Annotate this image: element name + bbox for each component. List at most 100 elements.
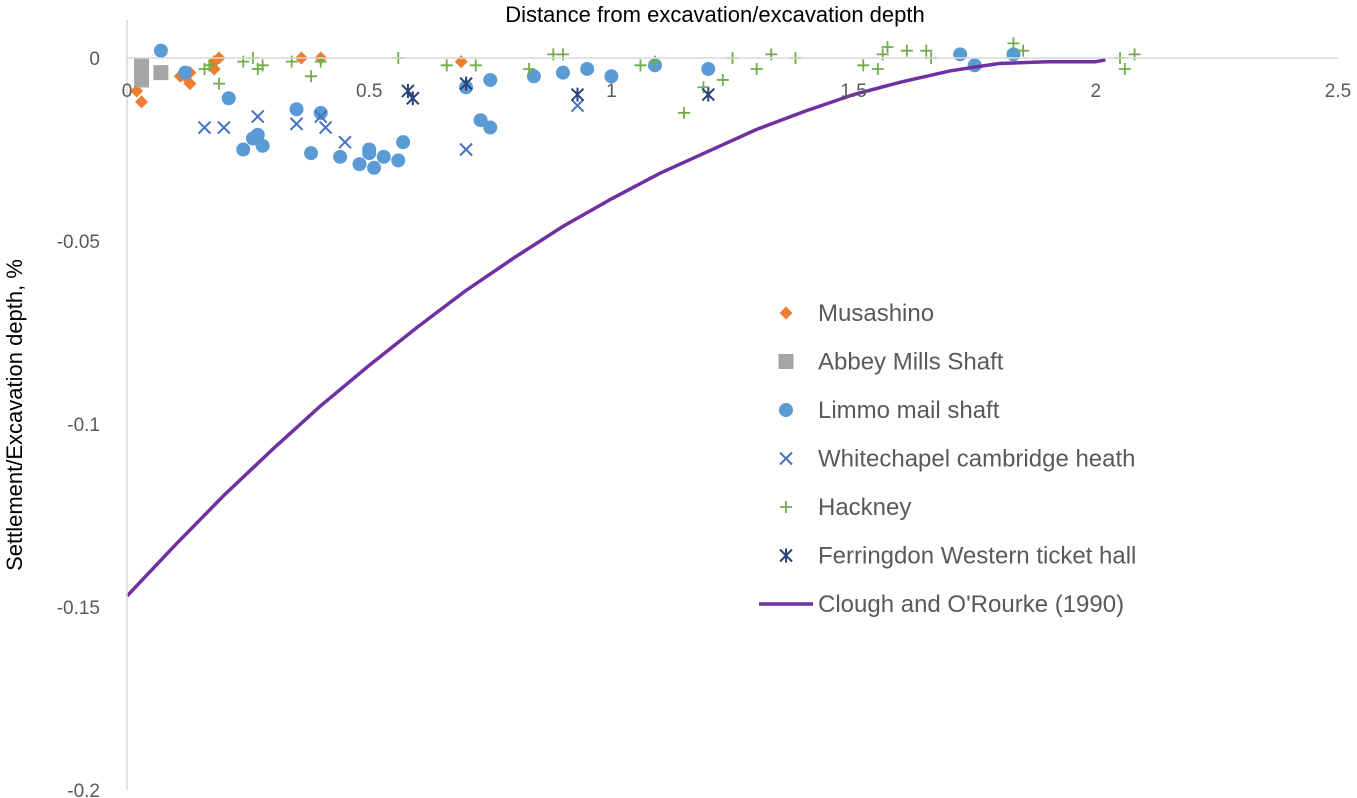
axes: 0 0.5 1 1.5 2 2.5 0 -0.05 -0.1 -0.15 -0.2 [57,20,1352,798]
legend-item: Ferringdon Western ticket hall [779,543,1136,570]
series-line [125,58,1106,598]
legend-swatch [779,451,793,466]
data-point [213,77,226,90]
data-point [130,84,144,98]
data-point [314,109,328,124]
legend-swatch [779,306,793,320]
data-point [580,61,595,76]
data-point [333,149,348,164]
data-point [153,65,169,81]
data-point [900,44,913,57]
y-tick-label: -0.15 [57,598,100,619]
series-2 [153,43,1021,175]
legend-item: Musashino [779,300,934,327]
data-point [221,91,236,106]
data-point [1007,37,1020,50]
data-point [391,153,406,168]
data-point [153,43,168,58]
data-point [716,73,729,86]
data-point [750,62,763,75]
legend-swatch [779,548,793,563]
series-5 [401,76,715,106]
series-6 [125,58,1106,598]
data-point [256,59,269,72]
legend-label: Abbey Mills Shaft [818,349,1004,376]
data-point [318,120,333,135]
y-tick-label: 0 [89,49,100,70]
data-point [376,149,391,164]
data-point [440,59,453,72]
data-point [555,65,570,80]
y-tick-labels: 0 -0.05 -0.1 -0.15 -0.2 [57,49,100,798]
series-3 [197,98,585,157]
legend-label: Musashino [818,300,934,327]
data-point [135,95,149,109]
data-point [483,120,498,135]
data-point [352,157,367,172]
data-point [134,72,150,88]
x-tick-label: 1 [606,81,617,102]
x-tick-label: 1.5 [840,81,866,102]
data-point [523,62,536,75]
x-tick-labels: 0 0.5 1 1.5 2 2.5 [122,81,1352,102]
y-tick-label: -0.05 [57,232,100,253]
legend-label: Ferringdon Western ticket hall [818,543,1136,570]
data-point [526,69,541,84]
data-point [203,59,216,72]
x-tick-label: 2.5 [1325,81,1351,102]
legend-item: Abbey Mills Shaft [778,349,1004,376]
data-marks [125,37,1141,598]
data-point [1118,62,1131,75]
series-1 [134,57,169,88]
y-tick-label: -0.2 [67,781,100,798]
data-point [305,70,318,83]
data-point [697,81,710,94]
data-point [469,59,482,72]
data-point [338,135,352,149]
legend-item: Clough and O'Rourke (1990) [759,591,1124,618]
data-point [701,61,716,76]
data-point [178,65,193,80]
data-point [406,91,420,106]
legend-swatch [778,354,794,369]
data-point [678,106,691,119]
data-point [1006,47,1021,62]
data-point [473,113,488,128]
data-point [251,109,265,124]
legend-item: Whitechapel cambridge heath [779,446,1136,473]
data-point [634,59,647,72]
x-axis-title: Distance from excavation/excavation dept… [505,2,924,27]
legend-swatch [779,403,793,417]
data-point [570,98,585,113]
data-point [236,142,251,157]
data-point [459,142,473,157]
data-point [134,57,150,73]
data-point [604,69,619,84]
legend-label: Clough and O'Rourke (1990) [818,591,1124,618]
y-tick-label: -0.1 [67,415,100,436]
data-point [250,127,265,142]
data-point [304,146,319,161]
data-point [920,44,933,57]
series-0 [130,51,468,109]
data-point [313,105,328,120]
data-point [454,55,468,69]
data-point [953,47,968,62]
legend-label: Whitechapel cambridge heath [818,446,1136,473]
x-tick-label: 0.5 [356,81,382,102]
x-tick-label: 0 [122,81,133,102]
data-point [701,87,715,102]
x-tick-label: 2 [1091,81,1102,102]
data-point [483,72,498,87]
data-point [183,77,197,91]
legend-label: Hackney [818,494,911,521]
data-point [396,135,411,150]
series-4 [198,37,1141,119]
data-point [289,102,304,117]
data-point [1017,44,1030,57]
data-point [459,76,473,91]
data-point [881,41,894,54]
data-point [362,146,377,161]
data-point [217,120,231,135]
